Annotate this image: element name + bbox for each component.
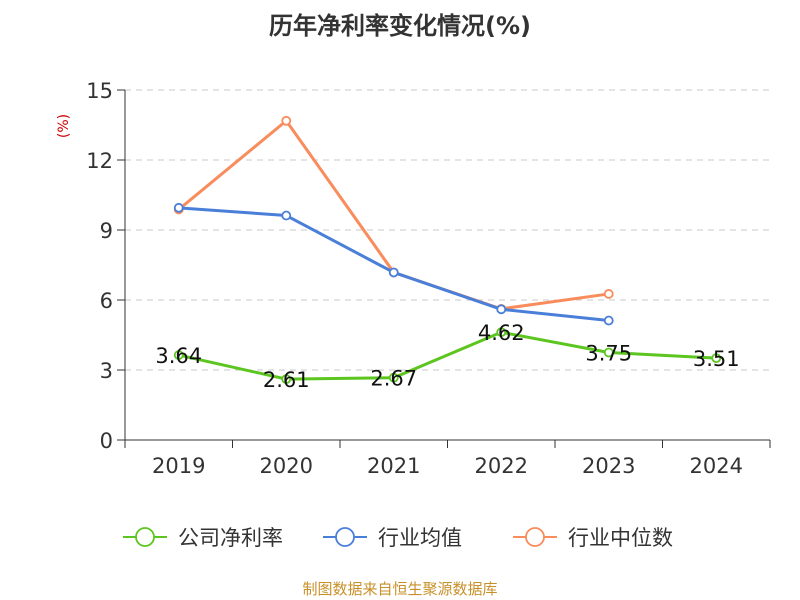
data-label: 4.62 [478,321,525,345]
data-point [281,210,292,221]
legend-marker-2 [525,527,545,547]
axes: 0 3 6 9 12 15 2019 2020 2021 2022 2023 2024 [86,79,771,478]
data-point [603,315,614,326]
data-point [496,327,507,338]
x-tick-label: 2021 [367,454,420,478]
legend: 公司净利率 行业均值 行业中位数 [123,526,673,550]
data-label: 2.67 [370,367,417,391]
x-tick-label: 2024 [690,454,743,478]
data-point [603,289,614,299]
data-point [281,115,292,126]
data-point [711,353,722,364]
data-label: 3.64 [155,344,202,368]
data-labels: 3.64 2.61 2.67 4.62 3.75 3.51 [155,321,739,392]
x-tick-label: 2023 [582,454,635,478]
y-tick-label: 0 [100,429,113,453]
y-tick-label: 9 [100,219,113,243]
data-point [496,304,507,315]
legend-label-2: 行业中位数 [568,526,673,550]
legend-label-1: 行业均值 [378,526,462,550]
data-point [388,372,399,383]
x-tick-label: 2020 [260,454,313,478]
data-point [173,350,184,360]
x-tick-label: 2022 [475,454,528,478]
series-line-0 [178,330,717,381]
y-axis-label: (%) [56,114,72,138]
y-tick-label: 6 [100,289,113,313]
data-point [603,347,614,358]
data-label: 3.51 [693,347,740,371]
source-note: 制图数据来自恒生聚源数据库 [302,580,497,598]
data-label: 3.75 [585,342,632,366]
y-tick-label: 3 [100,359,113,383]
data-point [173,202,184,213]
chart-title: 历年净利率变化情况(%) [269,12,531,40]
series-lines [173,115,722,385]
data-point [388,267,399,278]
series-line-2 [177,119,609,311]
data-point [281,374,292,385]
grid-lines [125,89,770,371]
data-label: 2.61 [263,368,310,392]
legend-label-0: 公司净利率 [178,526,283,550]
x-tick-label: 2019 [152,454,205,478]
legend-marker-0 [135,527,155,547]
y-tick-label: 12 [86,149,113,173]
y-tick-label: 15 [86,79,113,103]
legend-marker-1 [335,527,355,547]
